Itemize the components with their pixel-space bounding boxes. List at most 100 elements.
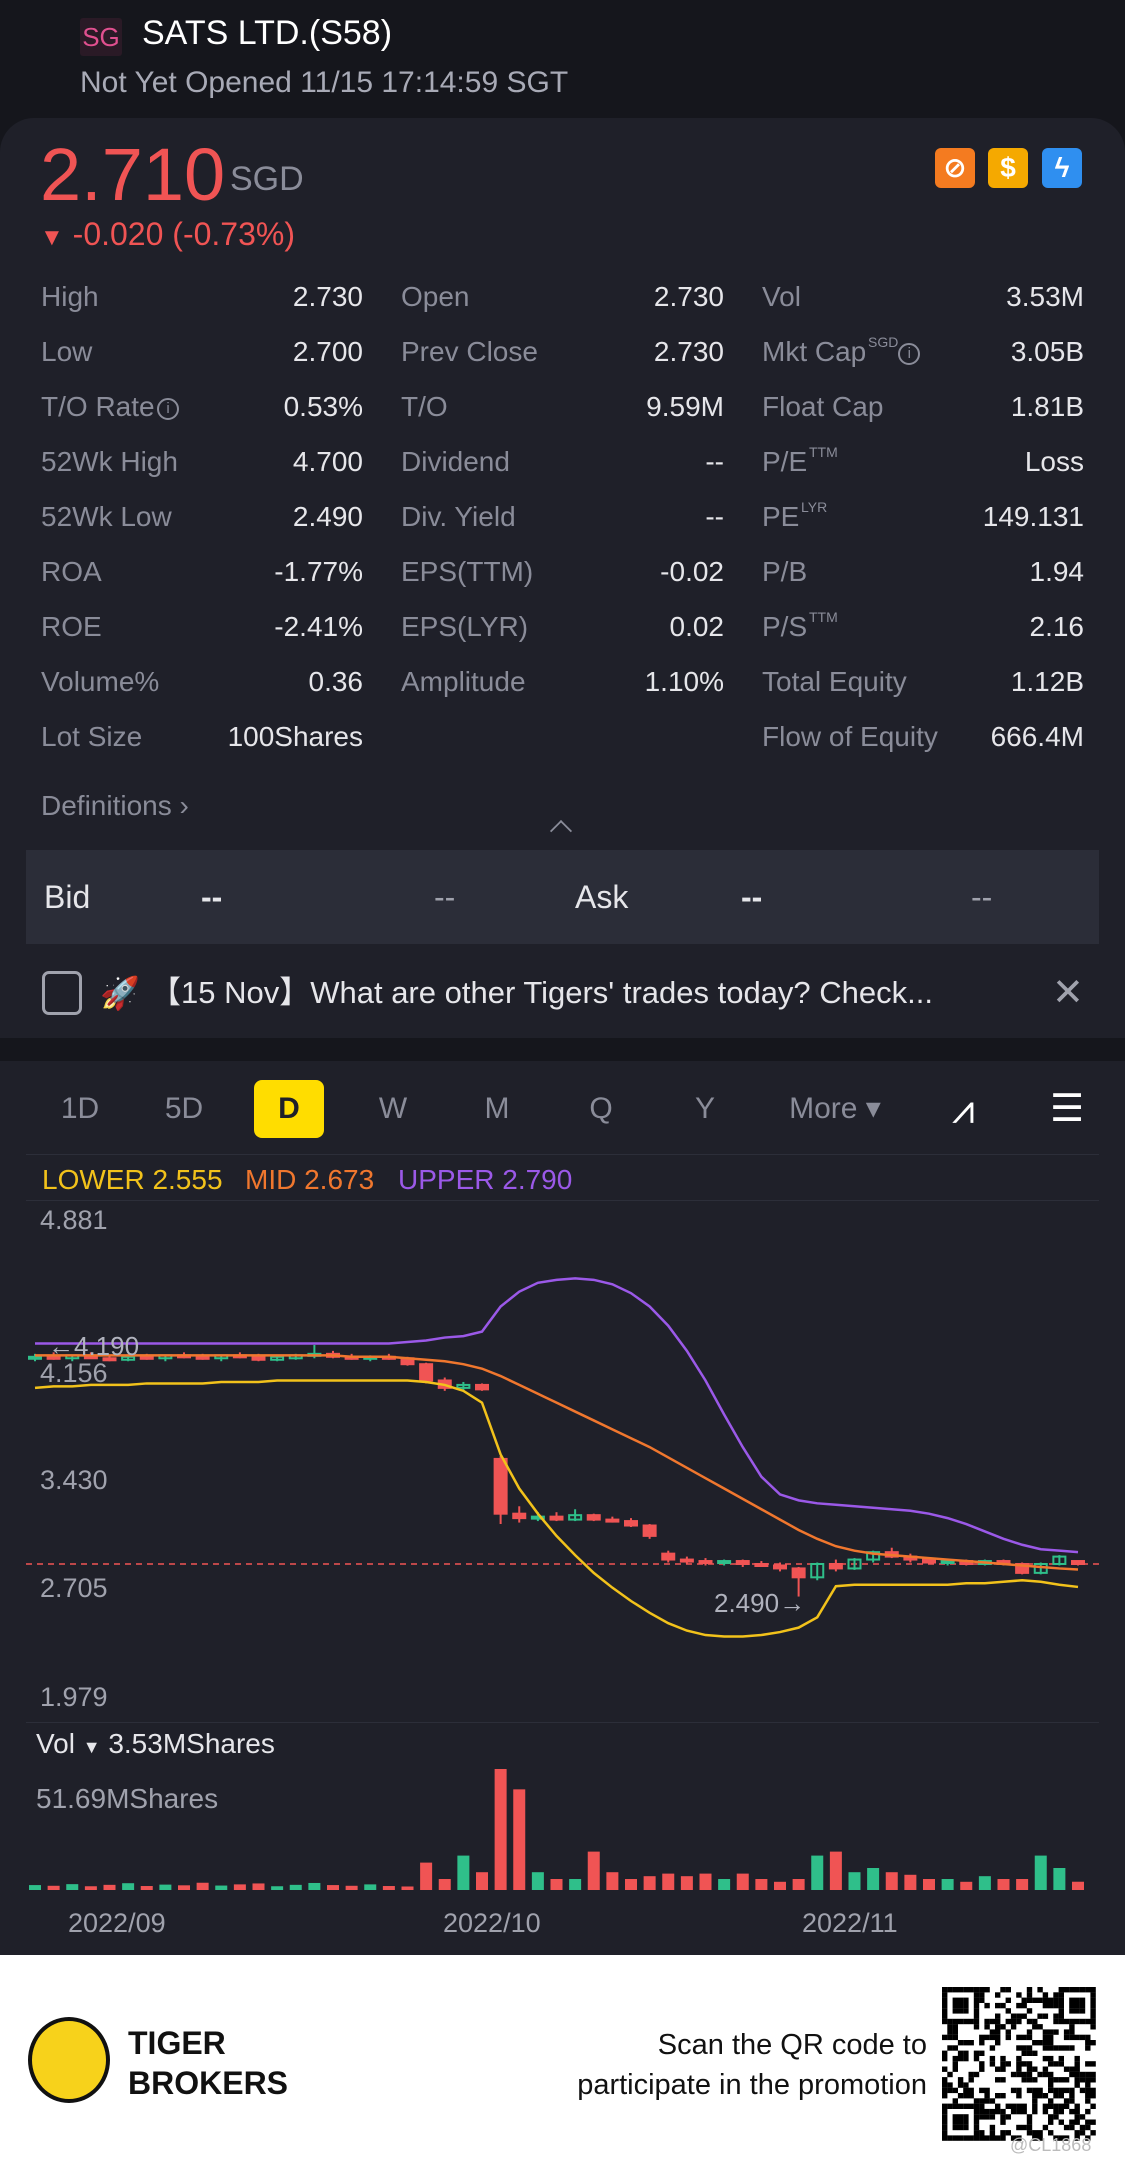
stat-row: Lot Size 100Shares <box>0 717 1125 757</box>
volume-bar <box>792 1878 805 1890</box>
stat-row: EPS(LYR) 0.02 <box>0 607 1125 647</box>
stat-label: 52Wk Low <box>41 501 172 532</box>
stat-label: PE <box>762 501 800 532</box>
currency: SGD <box>230 160 304 198</box>
candle-body <box>1071 1560 1085 1566</box>
candle-body <box>866 1551 881 1561</box>
stat-label: EPS(TTM) <box>401 556 534 587</box>
candle-body <box>530 1515 545 1520</box>
candle-body <box>810 1563 825 1579</box>
chart-settings-icon[interactable]: ☰ <box>1050 1088 1085 1130</box>
info-icon[interactable]: i <box>898 342 921 365</box>
stat-value: 9.59M <box>646 391 724 422</box>
candle-body <box>139 1355 154 1360</box>
volume-bar <box>103 1884 116 1890</box>
stat-row: P/S TTM 2.16 <box>0 607 1125 647</box>
stat-value: -- <box>705 446 724 477</box>
volume-bar <box>159 1884 172 1890</box>
promo-text: Scan the QR code to participate in the pr… <box>577 2025 927 2105</box>
y-tick: 4.881 <box>40 1205 108 1235</box>
stat-label: T/O Rate <box>41 391 155 422</box>
volume-bar <box>550 1878 563 1890</box>
stat-value: 3.05B <box>1010 336 1084 367</box>
brand-line: BROKERS <box>128 2065 289 2101</box>
tab-q[interactable]: Q <box>571 1080 631 1138</box>
tab-m[interactable]: M <box>467 1080 527 1138</box>
tab-more[interactable]: More ▾ <box>770 1080 900 1138</box>
stat-superscript: LYR <box>801 499 828 515</box>
y-tick: 2.705 <box>40 1573 108 1603</box>
no-short-icon[interactable]: ⊘ <box>935 148 975 188</box>
candle-body <box>28 1355 42 1360</box>
volume-bar <box>345 1885 358 1890</box>
promo-line: Scan the QR code to <box>657 2029 927 2061</box>
stat-value: 2.16 <box>1029 611 1085 642</box>
volume-selector[interactable]: Vol ▼ 3.53MShares <box>36 1728 275 1760</box>
news-banner[interactable]: 🚀 【15 Nov】What are other Tigers' trades … <box>0 960 1125 1040</box>
candle-body <box>102 1357 117 1362</box>
stat-row: Prev Close 2.730 <box>0 332 1125 372</box>
stat-label-extra: i <box>157 387 179 427</box>
candle-body <box>586 1514 601 1521</box>
close-icon[interactable]: ✕ <box>1052 972 1084 1014</box>
qr-code[interactable] <box>942 1987 1097 2142</box>
candle-body <box>251 1355 266 1361</box>
stat-row: Total Equity 1.12B <box>0 662 1125 702</box>
stat-superscript: TTM <box>809 609 838 625</box>
stat-value: 0.02 <box>669 611 725 642</box>
ask-label: Ask <box>575 879 629 915</box>
volume-bar <box>829 1851 842 1890</box>
x-tick: 2022/10 <box>443 1908 541 1938</box>
stat-label: P/E <box>762 446 808 477</box>
price-change: ▼ -0.020 (-0.73%) <box>40 216 295 253</box>
bid-size: -- <box>434 879 456 915</box>
stat-row: Float Cap 1.81B <box>0 387 1125 427</box>
volume-bar <box>252 1883 265 1890</box>
stat-row: 52Wk High 4.700 <box>0 442 1125 482</box>
y-tick: 1.979 <box>40 1682 108 1712</box>
tab-1d[interactable]: 1D <box>50 1080 110 1138</box>
stat-value: 2.700 <box>292 336 363 367</box>
stat-value: 2.730 <box>653 336 724 367</box>
stat-row: T/O Rate i 0.53% <box>0 387 1125 427</box>
info-icon[interactable]: i <box>157 397 179 420</box>
lower-band-line <box>34 1379 1079 1638</box>
volume-bar <box>1072 1881 1084 1890</box>
volume-bar <box>457 1855 470 1890</box>
stat-row: 52Wk Low 2.490 <box>0 497 1125 537</box>
tab-w[interactable]: W <box>363 1080 423 1138</box>
stat-value: 666.4M <box>990 721 1084 752</box>
candle-body <box>791 1567 806 1579</box>
stat-value: -- <box>705 501 724 532</box>
price-chart[interactable]: ←4.190 2.490→ <box>0 0 1125 1955</box>
candle-body <box>121 1355 136 1361</box>
divider <box>26 1200 1099 1201</box>
flash-icon[interactable]: ϟ <box>1042 148 1082 188</box>
candle-body <box>456 1383 471 1389</box>
tab-d[interactable]: D <box>254 1080 324 1138</box>
stat-row: Mkt Cap SGDi 3.05B <box>0 332 1125 372</box>
candle-body <box>661 1552 676 1561</box>
dollar-icon[interactable]: $ <box>988 148 1028 188</box>
volume-bar <box>1053 1867 1066 1890</box>
indicator-icon[interactable]: ⩘ <box>952 1088 975 1132</box>
stat-row: Dividend -- <box>0 442 1125 482</box>
volume-bar <box>178 1885 190 1890</box>
definitions-link[interactable]: Definitions › <box>41 790 189 822</box>
volume-bar <box>513 1789 526 1890</box>
candle-body <box>754 1563 769 1567</box>
stat-label: Float Cap <box>762 391 884 422</box>
candle-body <box>717 1560 732 1565</box>
stat-value: 2.490 <box>292 501 363 532</box>
promo-line: participate in the promotion <box>577 2069 927 2101</box>
stat-label-extra: SGDi <box>868 332 921 372</box>
volume-bar <box>122 1883 135 1890</box>
volume-bar <box>569 1878 582 1890</box>
tab-y[interactable]: Y <box>675 1080 735 1138</box>
volume-bar <box>215 1885 228 1890</box>
tab-5d[interactable]: 5D <box>154 1080 214 1138</box>
stat-superscript: SGD <box>868 334 899 350</box>
caret-down-icon: ▾ <box>857 1092 881 1125</box>
lower-band-legend: LOWER 2.555 <box>42 1164 223 1195</box>
volume-current: 3.53MShares <box>108 1728 275 1759</box>
